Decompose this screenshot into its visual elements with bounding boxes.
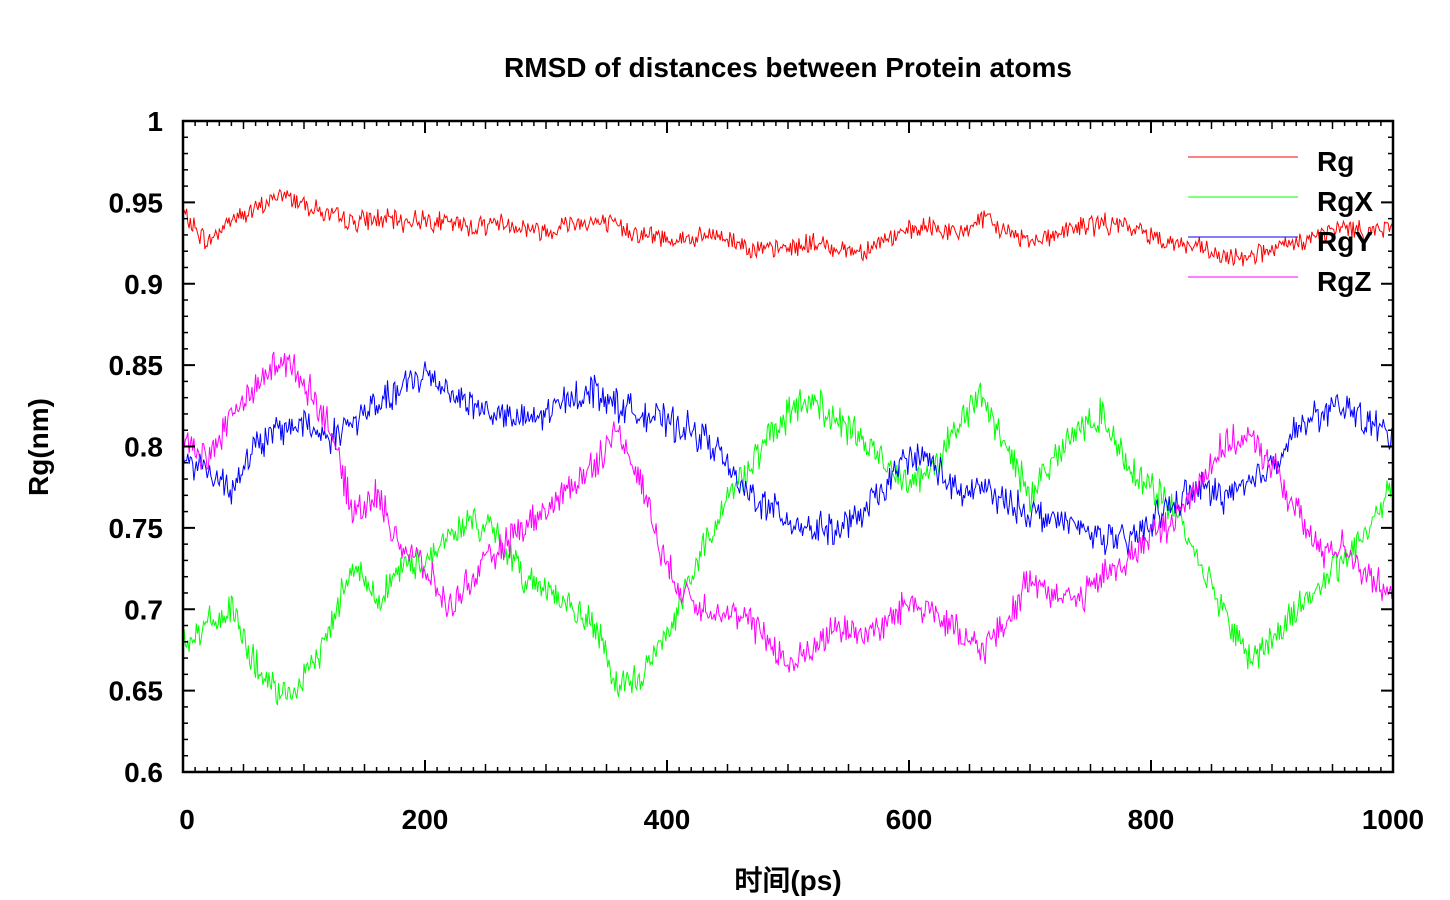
x-tick-label: 1000 — [1362, 804, 1424, 835]
x-tick-label: 200 — [402, 804, 449, 835]
legend-label-rgy: RgY — [1317, 226, 1373, 257]
y-tick-label: 0.85 — [109, 350, 164, 381]
legend: Rg RgX RgY RgZ — [1188, 146, 1373, 297]
plot-frame — [181, 119, 1395, 774]
tick-layer: 0 200 400 600 800 1000 0.6 0.65 0.7 0.75 0.8 0.85 0.… — [109, 106, 1425, 835]
y-tick-label: 0.6 — [124, 757, 163, 788]
y-tick-label: 0.75 — [109, 513, 164, 544]
y-tick-label: 0.9 — [124, 269, 163, 300]
x-tick-label: 600 — [886, 804, 933, 835]
y-tick-label: 0.95 — [109, 187, 164, 218]
y-tick-label: 1 — [147, 106, 163, 137]
y-tick-label: 0.7 — [124, 594, 163, 625]
y-tick-label: 0.65 — [109, 676, 164, 707]
legend-label-rgx: RgX — [1317, 186, 1373, 217]
x-tick-label: 400 — [644, 804, 691, 835]
series-line-rgy — [182, 361, 1394, 556]
y-tick-label: 0.8 — [124, 432, 163, 463]
series-layer — [182, 188, 1394, 706]
x-tick-label: 800 — [1128, 804, 1175, 835]
x-axis-label: 时间(ps) — [734, 865, 841, 896]
y-axis-label: Rg(nm) — [23, 398, 54, 496]
chart-title: RMSD of distances between Protein atoms — [504, 52, 1072, 83]
series-line-rg — [182, 188, 1394, 267]
series-line-rgz — [182, 351, 1394, 673]
legend-label-rg: Rg — [1317, 146, 1354, 177]
legend-label-rgz: RgZ — [1317, 266, 1371, 297]
x-tick-label: 0 — [179, 804, 195, 835]
series-line-rgx — [182, 382, 1394, 706]
